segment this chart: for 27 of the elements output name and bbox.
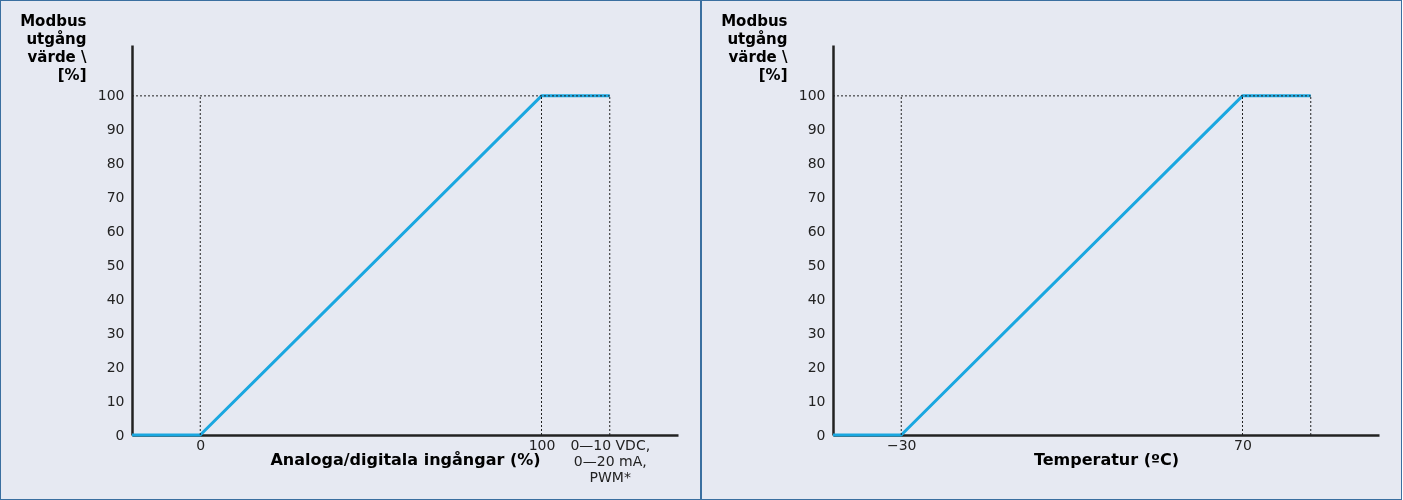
y-tick-label: 60	[106, 223, 125, 240]
y-tick-label: 10	[106, 392, 125, 409]
y-tick-label: 70	[807, 189, 826, 206]
y-tick-label: 90	[807, 121, 826, 138]
x-axis-title: Temperatur (ºC)	[1033, 449, 1180, 469]
y-tick-label: 100	[798, 87, 826, 104]
y-tick-label: 50	[106, 256, 125, 273]
y-tick-label: 10	[807, 392, 826, 409]
y-tick-label: 20	[807, 358, 826, 375]
x-tick-label: 70	[1234, 436, 1252, 453]
y-tick-label: 20	[106, 358, 125, 375]
x-tick-label: −30	[886, 436, 917, 453]
y-tick-label: 40	[106, 290, 125, 307]
y-tick-label: 60	[807, 223, 826, 240]
y-tick-label: 50	[807, 256, 826, 273]
y-axis-title: Modbus utgång värde \ [%]	[721, 11, 789, 84]
y-tick-label: 90	[106, 121, 125, 138]
y-tick-label: 80	[807, 155, 826, 172]
y-axis-title: Modbus utgång värde \ [%]	[20, 11, 88, 84]
y-tick-label: 40	[807, 290, 826, 307]
y-tick-label: 100	[97, 87, 125, 104]
x-tick-label: 0	[196, 436, 206, 453]
y-tick-label: 30	[106, 324, 125, 341]
y-tick-label: 30	[807, 324, 826, 341]
y-tick-label: 70	[106, 189, 125, 206]
x-tick-label: 0—10 VDC, 0—20 mA, PWM*	[570, 436, 651, 485]
y-tick-label: 80	[106, 155, 125, 172]
